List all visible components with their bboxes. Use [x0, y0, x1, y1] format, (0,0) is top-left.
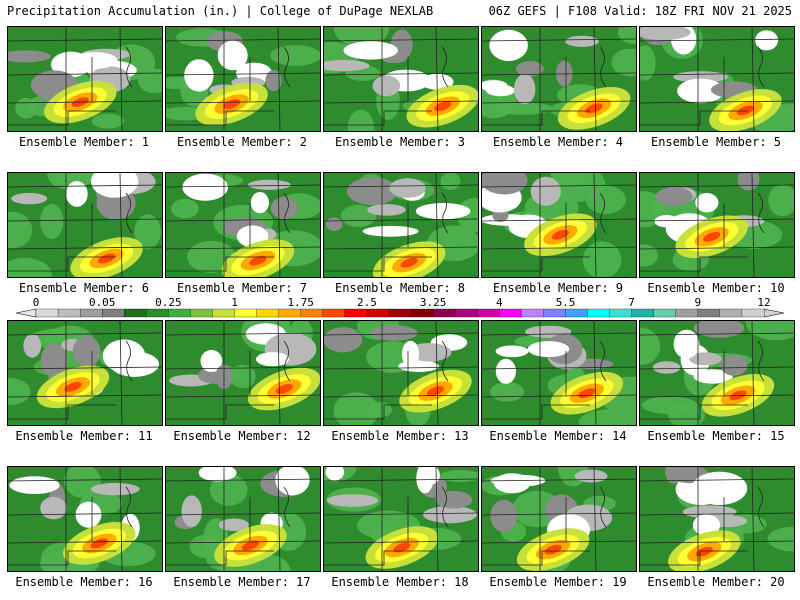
ensemble-member-label: Ensemble Member: 3 — [334, 135, 466, 149]
colorbar-swatch — [366, 308, 390, 318]
map-title: Precipitation Accumulation (in.) | Colle… — [7, 4, 434, 18]
colorbar-swatch — [631, 308, 655, 318]
ensemble-member-map — [481, 466, 637, 572]
colorbar-swatch — [587, 308, 611, 318]
ensemble-member-map — [323, 26, 479, 132]
ensemble-member-map — [7, 320, 163, 426]
ensemble-member-label: Ensemble Member: 10 — [647, 281, 785, 295]
colorbar-min-arrow — [15, 308, 37, 318]
ensemble-member-label: Ensemble Member: 16 — [15, 575, 153, 589]
run-valid-time: 06Z GEFS | F108 Valid: 18Z FRI NOV 21 20… — [488, 4, 792, 18]
colorbar-swatch — [499, 308, 522, 318]
colorbar-swatch — [719, 308, 743, 318]
colorbar-swatch — [543, 308, 566, 318]
colorbar-swatch — [300, 308, 324, 318]
ensemble-member-map — [639, 172, 795, 278]
colorbar-swatch — [388, 308, 412, 318]
ensemble-member-map — [165, 320, 321, 426]
colorbar-swatch — [609, 308, 633, 318]
colorbar-swatch — [256, 308, 280, 318]
ensemble-member-map — [639, 466, 795, 572]
colorbar-tick-label: 9 — [694, 296, 701, 309]
ensemble-member-map — [639, 26, 795, 132]
ensemble-member-label: Ensemble Member: 9 — [492, 281, 624, 295]
ensemble-member-label: Ensemble Member: 1 — [18, 135, 150, 149]
colorbar-swatch — [741, 308, 765, 318]
colorbar-tick-label: 1.75 — [287, 296, 314, 309]
colorbar-swatch — [234, 308, 258, 318]
colorbar-tick-label: 5.5 — [556, 296, 576, 309]
ensemble-member-map — [481, 172, 637, 278]
ensemble-member-label: Ensemble Member: 11 — [15, 429, 153, 443]
ensemble-member-label: Ensemble Member: 14 — [489, 429, 627, 443]
ensemble-member-map — [7, 466, 163, 572]
colorbar-swatch — [454, 308, 478, 318]
colorbar-tick-label: 4 — [496, 296, 503, 309]
colorbar-swatch — [278, 308, 302, 318]
colorbar-max-arrow — [763, 308, 785, 318]
colorbar-swatch — [168, 308, 191, 318]
ensemble-member-label: Ensemble Member: 2 — [176, 135, 308, 149]
colorbar-swatch — [124, 308, 147, 318]
colorbar-tick-label: 3.25 — [420, 296, 447, 309]
colorbar-tick-label: 2.5 — [357, 296, 377, 309]
ensemble-member-label: Ensemble Member: 5 — [650, 135, 782, 149]
colorbar-swatch — [146, 308, 169, 318]
colorbar-swatch — [344, 308, 368, 318]
colorbar-swatch — [675, 308, 699, 318]
colorbar-swatch — [432, 308, 456, 318]
colorbar-swatch — [653, 308, 677, 318]
ensemble-member-map — [323, 320, 479, 426]
ensemble-member-map — [165, 466, 321, 572]
ensemble-member-label: Ensemble Member: 13 — [331, 429, 469, 443]
ensemble-member-label: Ensemble Member: 15 — [647, 429, 785, 443]
ensemble-member-label: Ensemble Member: 8 — [334, 281, 466, 295]
colorbar-swatch — [477, 308, 500, 318]
colorbar-swatch — [697, 308, 721, 318]
colorbar-swatch — [35, 308, 59, 318]
ensemble-member-map — [165, 172, 321, 278]
colorbar-swatch — [322, 308, 346, 318]
colorbar-tick-label: 1 — [231, 296, 238, 309]
ensemble-member-label: Ensemble Member: 6 — [18, 281, 150, 295]
ensemble-member-map — [7, 26, 163, 132]
ensemble-member-label: Ensemble Member: 19 — [489, 575, 627, 589]
colorbar-swatch — [57, 308, 81, 318]
ensemble-member-map — [481, 320, 637, 426]
colorbar-tick-label: 0.25 — [155, 296, 182, 309]
ensemble-member-label: Ensemble Member: 20 — [647, 575, 785, 589]
colorbar-swatch — [521, 308, 544, 318]
colorbar-swatch — [102, 308, 125, 318]
ensemble-member-label: Ensemble Member: 18 — [331, 575, 469, 589]
colorbar-swatch — [190, 308, 213, 318]
ensemble-member-map — [165, 26, 321, 132]
ensemble-member-map — [323, 466, 479, 572]
ensemble-member-map — [323, 172, 479, 278]
ensemble-member-label: Ensemble Member: 4 — [492, 135, 624, 149]
colorbar-swatch — [212, 308, 235, 318]
ensemble-member-map — [7, 172, 163, 278]
colorbar-tick-label: 0.05 — [89, 296, 116, 309]
ensemble-member-label: Ensemble Member: 7 — [176, 281, 308, 295]
colorbar-tick-label: 7 — [628, 296, 635, 309]
precipitation-colorbar: 0 0.05 0.25 1 1.75 2.5 3.25 4 5.5 7 9 12 — [15, 296, 785, 318]
ensemble-member-label: Ensemble Member: 12 — [173, 429, 311, 443]
ensemble-member-label: Ensemble Member: 17 — [173, 575, 311, 589]
colorbar-tick-label: 0 — [33, 296, 40, 309]
colorbar-swatch — [79, 308, 103, 318]
ensemble-member-map — [639, 320, 795, 426]
colorbar-swatch — [410, 308, 434, 318]
ensemble-member-map — [481, 26, 637, 132]
colorbar-swatch — [565, 308, 588, 318]
colorbar-tick-label: 12 — [757, 296, 770, 309]
